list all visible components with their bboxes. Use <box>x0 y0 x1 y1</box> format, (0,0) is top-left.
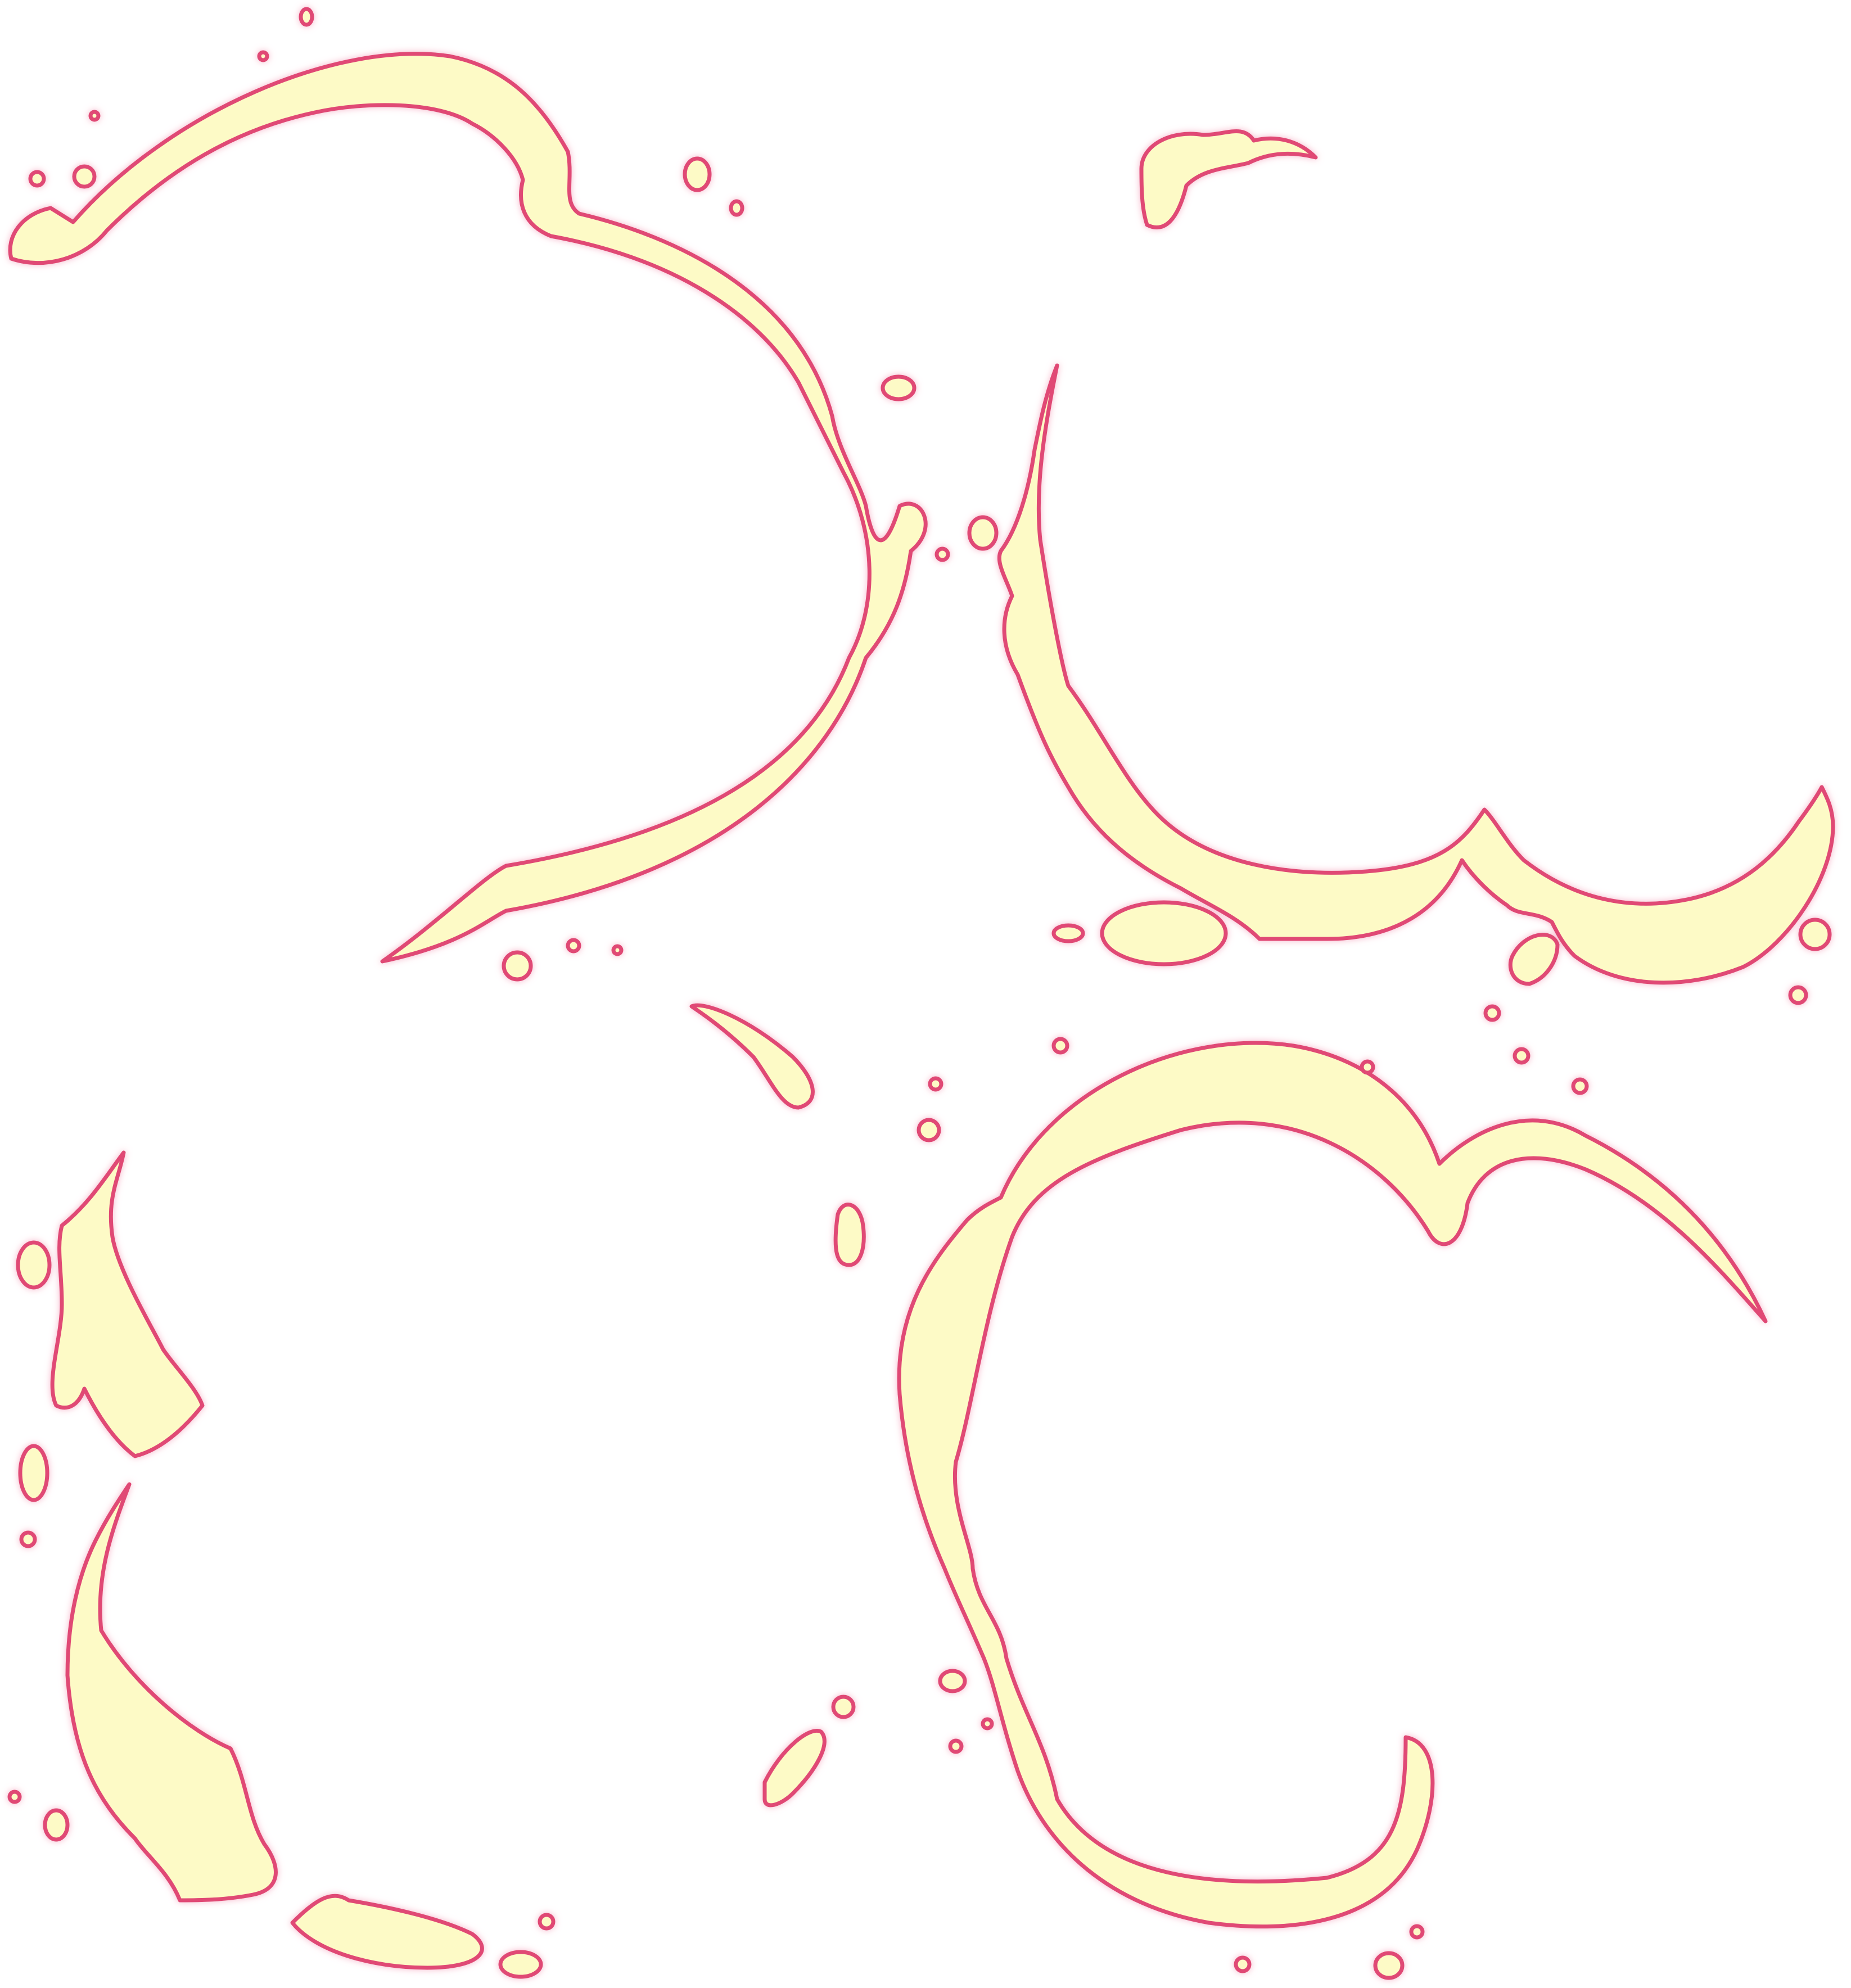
stain-ring-bottom-left <box>16 1150 484 1970</box>
stain-ring-bottom-right <box>762 1041 1768 1929</box>
stain-ring-top-left <box>8 52 928 1110</box>
stain-ring-top-right <box>997 129 1835 986</box>
stain-droplets <box>7 7 1832 1980</box>
